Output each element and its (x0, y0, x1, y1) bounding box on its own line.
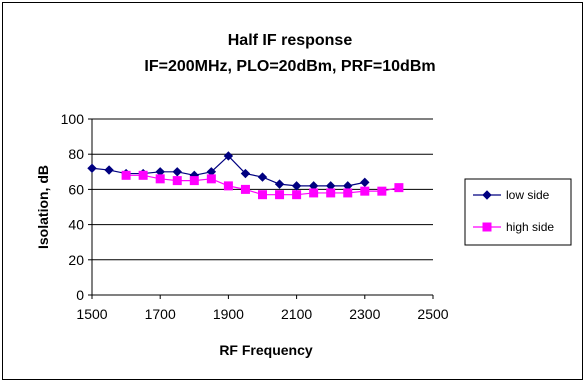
point-high-side-0 (121, 170, 131, 180)
point-high-side-3 (172, 176, 182, 186)
x-tick-label-5: 2500 (417, 306, 448, 322)
plot-area: 0 20 40 60 80 100 1500 1700 1900 2100 2300 2500 (61, 111, 449, 322)
legend-label-high-side: high side (506, 220, 554, 234)
chart-title-line-1: Half IF response (228, 32, 353, 49)
point-low-side-0 (87, 163, 97, 173)
y-tick-label-2: 40 (68, 217, 84, 233)
y-tick-label-0: 0 (76, 287, 84, 303)
x-tick-label-3: 2100 (281, 306, 312, 322)
y-tick-label-1: 20 (68, 252, 84, 268)
legend-box (464, 178, 572, 246)
x-tick-label-0: 1500 (76, 306, 107, 322)
point-high-side-4 (189, 176, 199, 186)
legend-marker-high-side (482, 222, 492, 232)
point-high-side-9 (275, 190, 285, 200)
x-tick-label-1: 1700 (145, 306, 176, 322)
point-high-side-16 (394, 183, 404, 193)
point-low-side-11 (274, 179, 285, 189)
point-high-side-2 (155, 174, 165, 184)
chart-svg: Half IF response IF=200MHz, PLO=20dBm, P… (35, 32, 572, 358)
y-tick-label-3: 60 (68, 181, 84, 197)
point-low-side-5 (172, 167, 182, 177)
point-high-side-10 (292, 190, 302, 200)
point-high-side-13 (343, 188, 353, 198)
chart-frame: Half IF response IF=200MHz, PLO=20dBm, P… (2, 2, 583, 380)
y-axis-label: Isolation, dB (35, 165, 51, 249)
point-high-side-11 (309, 188, 319, 198)
point-low-side-10 (257, 172, 268, 182)
point-low-side-1 (104, 165, 114, 175)
x-tick-label-4: 2300 (349, 306, 380, 322)
point-high-side-14 (360, 186, 370, 196)
point-high-side-7 (240, 184, 250, 194)
x-axis-label: RF Frequency (219, 342, 313, 358)
point-high-side-8 (258, 190, 267, 200)
legend-label-low-side: low side (506, 188, 550, 202)
x-tick-label-2: 1900 (213, 306, 244, 322)
chart-title-line-2: IF=200MHz, PLO=20dBm, PRF=10dBm (144, 58, 435, 75)
legend: low side high side (464, 178, 572, 246)
point-high-side-5 (206, 174, 216, 184)
point-low-side-9 (240, 168, 251, 179)
legend-marker-low-side (482, 190, 492, 200)
point-high-side-1 (138, 170, 148, 180)
point-high-side-6 (223, 181, 233, 191)
y-tick-label-5: 100 (61, 111, 85, 127)
point-high-side-12 (326, 188, 336, 198)
point-low-side-8 (223, 151, 234, 161)
point-low-side-16 (360, 177, 370, 188)
point-high-side-15 (377, 186, 387, 196)
point-low-side-12 (291, 181, 302, 191)
y-tick-label-4: 80 (68, 146, 84, 162)
